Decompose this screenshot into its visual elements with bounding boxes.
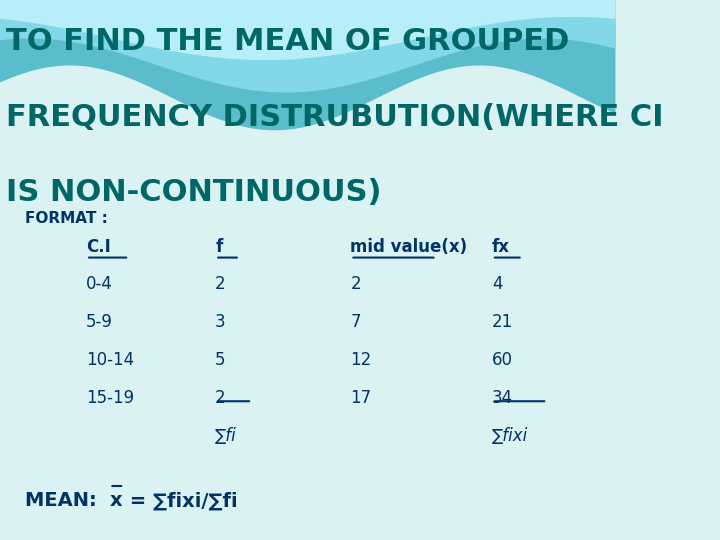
Text: 2: 2 [351, 275, 361, 293]
Text: 3: 3 [215, 313, 226, 331]
Text: ∑fixi: ∑fixi [492, 427, 528, 444]
Text: 2: 2 [215, 275, 226, 293]
Text: 12: 12 [351, 351, 372, 369]
Text: FORMAT :: FORMAT : [24, 211, 107, 226]
Text: C.I: C.I [86, 238, 111, 255]
Text: 17: 17 [351, 389, 372, 407]
Text: 21: 21 [492, 313, 513, 331]
Text: MEAN:: MEAN: [24, 491, 110, 510]
Text: FREQUENCY DISTRUBUTION(WHERE CI: FREQUENCY DISTRUBUTION(WHERE CI [6, 103, 664, 132]
Text: 5: 5 [215, 351, 225, 369]
Text: 0-4: 0-4 [86, 275, 113, 293]
Text: 7: 7 [351, 313, 361, 331]
Text: f: f [215, 238, 222, 255]
Text: mid value(x): mid value(x) [351, 238, 467, 255]
Text: = ∑fixi/∑fi: = ∑fixi/∑fi [123, 491, 238, 510]
Text: 4: 4 [492, 275, 503, 293]
Text: 5-9: 5-9 [86, 313, 113, 331]
Text: fx: fx [492, 238, 510, 255]
Text: x: x [109, 491, 122, 510]
Polygon shape [0, 0, 615, 92]
Polygon shape [0, 0, 615, 59]
Text: ∑fi: ∑fi [215, 427, 237, 444]
Text: 34: 34 [492, 389, 513, 407]
Text: 2: 2 [215, 389, 226, 407]
Polygon shape [0, 0, 615, 130]
Text: IS NON-CONTINUOUS): IS NON-CONTINUOUS) [6, 178, 382, 207]
Text: 10-14: 10-14 [86, 351, 134, 369]
Text: 15-19: 15-19 [86, 389, 134, 407]
Text: TO FIND THE MEAN OF GROUPED: TO FIND THE MEAN OF GROUPED [6, 27, 570, 56]
Text: 60: 60 [492, 351, 513, 369]
